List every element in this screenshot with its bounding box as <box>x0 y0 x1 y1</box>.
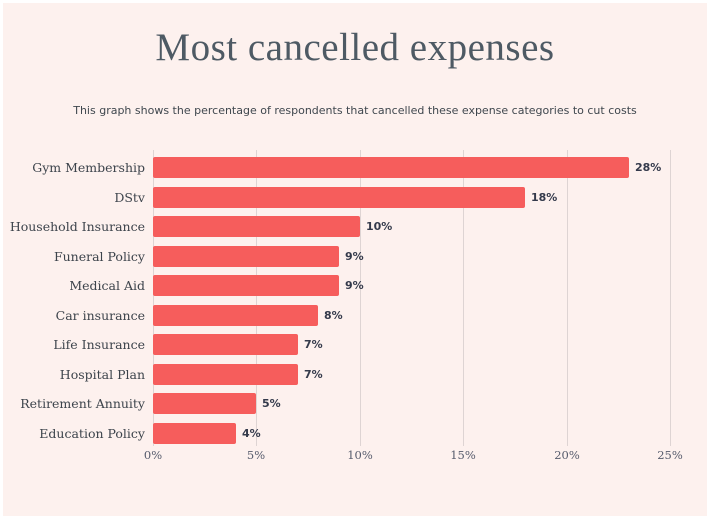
category-label: Gym Membership <box>32 160 145 175</box>
value-label: 9% <box>345 250 364 263</box>
category-label: Life Insurance <box>53 337 145 352</box>
value-label: 9% <box>345 279 364 292</box>
value-label: 7% <box>304 338 323 351</box>
category-label: Medical Aid <box>69 278 145 293</box>
gridline-20% <box>567 150 568 446</box>
x-tick-label: 10% <box>347 448 373 462</box>
gridline-0% <box>153 150 154 446</box>
bar <box>153 393 256 414</box>
category-label: Hospital Plan <box>59 367 145 382</box>
chart-subtitle: This graph shows the percentage of respo… <box>73 104 637 117</box>
x-tick-label: 5% <box>246 448 266 462</box>
category-label: Education Policy <box>39 426 145 441</box>
bar <box>153 246 339 267</box>
bar <box>153 364 298 385</box>
x-tick-label: 25% <box>657 448 683 462</box>
category-label: Household Insurance <box>9 219 145 234</box>
value-label: 18% <box>531 191 558 204</box>
chart-canvas: Most cancelled expenses This graph shows… <box>3 3 707 516</box>
value-label: 28% <box>635 161 662 174</box>
value-label: 7% <box>304 368 323 381</box>
gridline-10% <box>360 150 361 446</box>
value-label: 8% <box>324 309 343 322</box>
bar <box>153 423 236 444</box>
value-label: 4% <box>242 427 261 440</box>
bar <box>153 216 360 237</box>
gridline-5% <box>256 150 257 446</box>
chart-title: Most cancelled expenses <box>155 26 555 69</box>
value-label: 10% <box>366 220 393 233</box>
gridline-15% <box>463 150 464 446</box>
bar <box>153 334 298 355</box>
category-label: DStv <box>114 190 145 205</box>
bar-chart: 0% 5% 10% 15% 20% 25% Gym Membership 28% DStv 18%… <box>3 3 707 516</box>
gridline-25% <box>670 150 671 446</box>
value-label: 5% <box>262 397 281 410</box>
x-tick-label: 0% <box>143 448 163 462</box>
bar <box>153 157 629 178</box>
x-tick-label: 15% <box>450 448 476 462</box>
bar <box>153 275 339 296</box>
x-tick-label: 20% <box>554 448 580 462</box>
bar <box>153 305 318 326</box>
category-label: Car insurance <box>55 308 145 323</box>
bar <box>153 187 525 208</box>
category-label: Retirement Annuity <box>20 396 145 411</box>
category-label: Funeral Policy <box>53 249 145 264</box>
